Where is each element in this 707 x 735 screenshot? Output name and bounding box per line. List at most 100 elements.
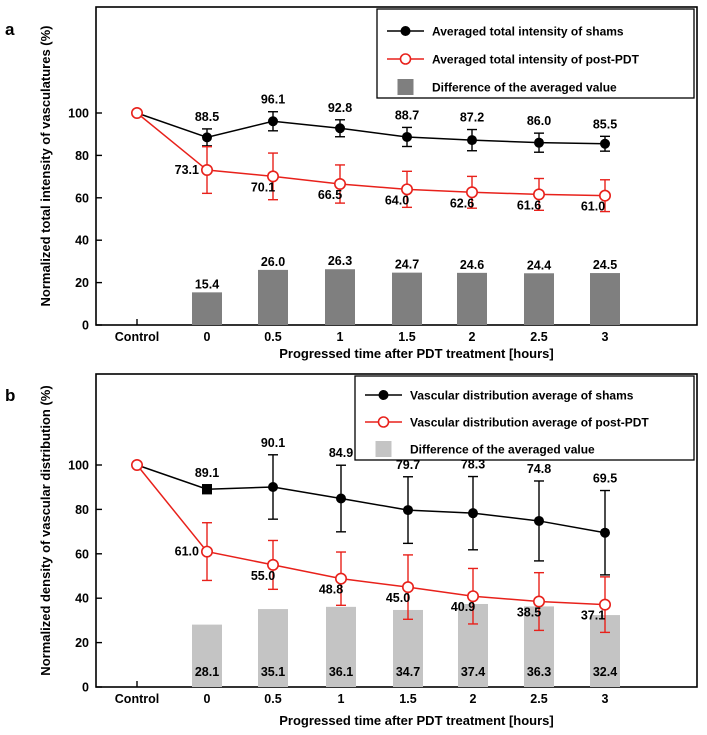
y-tick-label: 20 <box>75 636 89 650</box>
legend-label: Averaged total intensity of shams <box>432 25 624 39</box>
difference-bar <box>258 269 288 325</box>
y-axis-label: Normalized total intensity of vasculatur… <box>38 25 53 306</box>
data-point <box>400 183 413 196</box>
x-tick-label: 0 <box>204 692 211 706</box>
legend-label: Averaged total intensity of post-PDT <box>432 53 640 67</box>
legend-box <box>376 8 695 99</box>
legend-marker <box>377 416 390 428</box>
data-label: 55.0 <box>251 569 275 583</box>
legend-label: Difference of the averaged value <box>432 81 617 95</box>
data-label: 64.0 <box>385 193 409 207</box>
bar-label: 36.1 <box>329 665 353 679</box>
data-point <box>202 484 212 495</box>
data-point <box>600 527 610 538</box>
y-tick-label: 0 <box>82 319 89 333</box>
data-point <box>268 481 278 492</box>
data-point <box>401 581 414 594</box>
series-line <box>136 112 606 197</box>
data-label: 87.2 <box>460 111 484 125</box>
x-tick-label: 0.5 <box>264 330 281 344</box>
data-point <box>466 590 479 603</box>
data-point <box>534 515 544 526</box>
legend-bar-swatch <box>375 441 392 457</box>
x-tick-label: 1.5 <box>399 692 416 706</box>
y-tick-label: 100 <box>68 459 89 473</box>
difference-bar <box>457 272 487 325</box>
y-tick-label: 0 <box>82 681 89 695</box>
y-tick-label: 40 <box>75 234 89 248</box>
difference-bar <box>392 272 422 325</box>
y-tick-label: 80 <box>75 503 89 517</box>
data-label: 37.1 <box>581 609 605 623</box>
data-label: 74.8 <box>527 462 551 476</box>
data-point <box>202 132 212 143</box>
data-label: 69.5 <box>593 472 617 486</box>
x-axis-label: Progressed time after PDT treatment [hou… <box>279 713 554 728</box>
data-point <box>532 595 545 608</box>
data-label: 48.8 <box>319 583 343 597</box>
chart-panel-b: b 0 20 40 60 80 100 Control 0 0.5 1 1.5 2 2.5 3 Progres… <box>5 373 698 728</box>
x-tick-label: 3 <box>602 330 609 344</box>
data-point <box>131 459 144 472</box>
data-point <box>402 131 412 142</box>
data-point <box>268 116 278 127</box>
bar-label: 24.4 <box>527 258 551 272</box>
x-tick-label: 2.5 <box>530 330 547 344</box>
series-line <box>136 464 606 606</box>
difference-bar <box>258 609 288 687</box>
data-label: 89.1 <box>195 466 219 480</box>
x-tick-label: 2 <box>469 330 476 344</box>
data-point <box>598 598 611 611</box>
data-point <box>532 188 545 201</box>
difference-bar <box>590 273 620 325</box>
data-point <box>335 123 345 134</box>
legend-label: Difference of the averaged value <box>410 443 595 457</box>
data-point <box>334 572 347 585</box>
x-tick-label: 2 <box>470 692 477 706</box>
data-point <box>465 186 478 199</box>
difference-bar <box>192 292 222 325</box>
bar-label: 15.4 <box>195 277 219 291</box>
bar-label: 26.0 <box>261 255 285 269</box>
legend-bar-swatch <box>397 79 414 95</box>
difference-bar <box>325 269 355 325</box>
legend-marker <box>378 390 389 400</box>
legend-label: Vascular distribution average of shams <box>410 389 634 403</box>
data-point <box>131 107 144 120</box>
data-point <box>403 505 413 516</box>
data-label: 66.5 <box>318 188 342 202</box>
data-label: 61.0 <box>581 200 605 214</box>
data-label: 84.9 <box>329 446 353 460</box>
data-label: 61.6 <box>517 198 541 212</box>
data-point <box>468 508 478 519</box>
data-label: 92.8 <box>328 101 352 115</box>
data-label: 88.5 <box>195 110 219 124</box>
panel-label: a <box>5 20 15 39</box>
data-label: 45.0 <box>386 591 410 605</box>
series-line <box>136 464 606 534</box>
bar-label: 37.4 <box>461 665 485 679</box>
legend-marker <box>399 53 412 65</box>
data-point <box>266 170 279 183</box>
x-tick-label: 3 <box>602 692 609 706</box>
x-tick-label: 0 <box>204 330 211 344</box>
panel-label: b <box>5 386 15 405</box>
legend-marker <box>400 26 411 36</box>
data-label: 79.7 <box>396 458 420 472</box>
bar-label: 28.1 <box>195 665 219 679</box>
data-label: 73.1 <box>175 163 199 177</box>
y-tick-label: 20 <box>75 276 89 290</box>
x-tick-label: Control <box>115 692 159 706</box>
bar-label: 26.3 <box>328 254 352 268</box>
x-tick-label: 0.5 <box>264 692 281 706</box>
data-point <box>598 189 611 202</box>
bar-label: 36.3 <box>527 665 551 679</box>
x-tick-label: 1 <box>337 330 344 344</box>
difference-bar <box>326 606 356 687</box>
chart-panel-a: a 0 20 40 60 80 100 Control 0 0.5 1 1.5 2 2.5 3 Progres… <box>5 6 698 361</box>
bar-label: 32.4 <box>593 665 617 679</box>
data-point <box>600 138 610 149</box>
bar-label: 34.7 <box>396 665 420 679</box>
data-point <box>534 137 544 148</box>
data-point <box>467 135 477 146</box>
